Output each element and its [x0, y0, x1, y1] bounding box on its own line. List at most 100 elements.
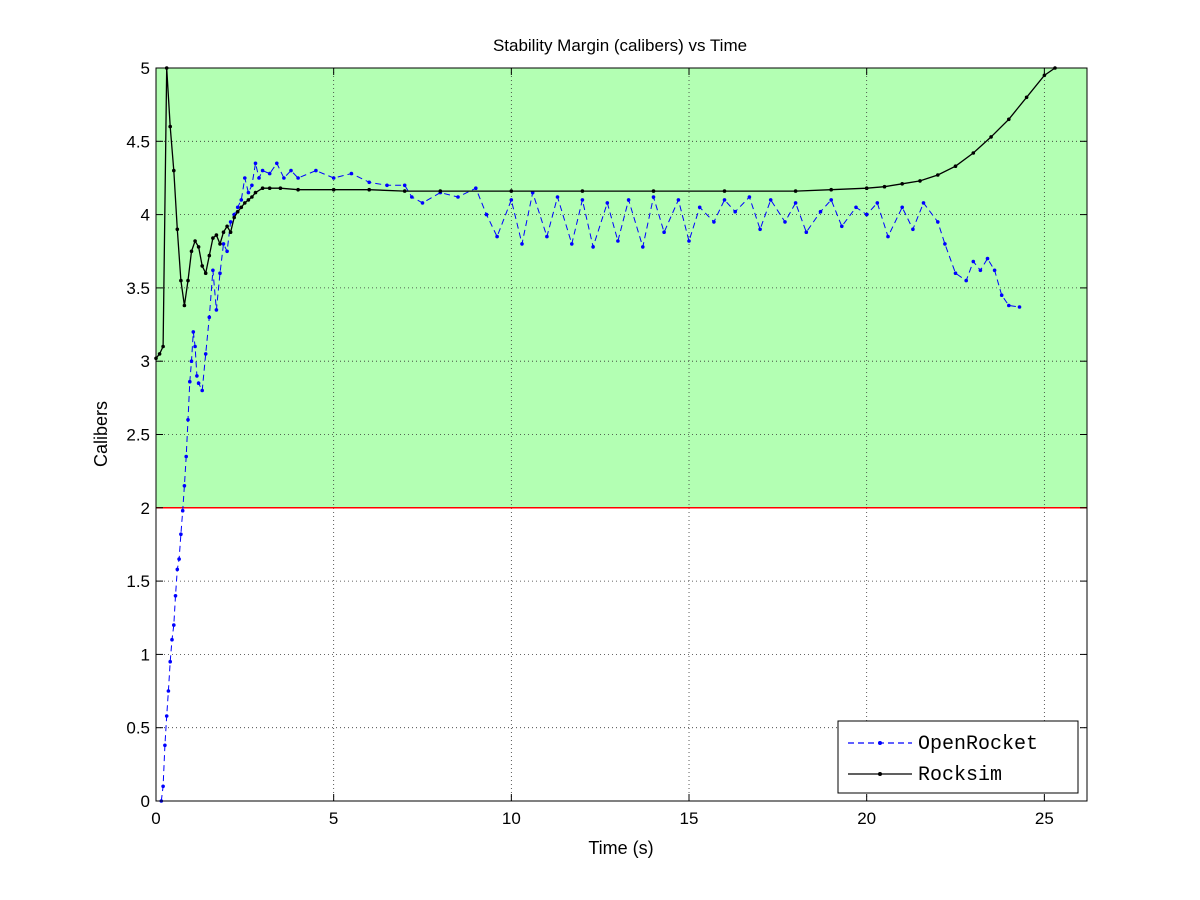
data-point [367, 180, 372, 185]
legend-box [837, 720, 1079, 794]
y-axis-label: Calibers [91, 401, 111, 467]
data-point [228, 220, 233, 224]
data-point [161, 344, 165, 349]
data-point [349, 171, 354, 176]
legend-marker [878, 741, 882, 745]
data-point [840, 224, 844, 229]
legend-entry-openrocket: OpenRocket [848, 733, 1038, 756]
data-point [193, 239, 197, 243]
y-tick-label: 0 [141, 792, 150, 811]
x-tick-label: 5 [329, 809, 338, 828]
data-point [172, 623, 176, 627]
data-point [712, 220, 716, 224]
data-point [203, 271, 208, 276]
data-point [864, 212, 869, 217]
data-point [616, 239, 620, 243]
data-point [296, 176, 300, 180]
data-point [733, 209, 737, 214]
data-point [214, 308, 219, 312]
data-point [921, 201, 926, 205]
data-point [239, 205, 244, 210]
data-point [662, 230, 666, 234]
data-point [402, 183, 407, 188]
data-point [484, 212, 489, 217]
data-point [793, 201, 798, 205]
data-point [243, 176, 247, 180]
data-point [978, 268, 983, 273]
data-point [402, 189, 407, 193]
legend-label: Rocksim [918, 764, 1002, 787]
legend-entry-rocksim: Rocksim [848, 764, 1002, 787]
data-point [246, 198, 251, 202]
y-tick-label: 2 [141, 499, 150, 518]
data-point [971, 151, 976, 155]
y-tick-label: 1.5 [126, 572, 150, 591]
data-point [580, 189, 585, 193]
data-point [758, 227, 762, 232]
data-point [191, 330, 196, 334]
data-point [228, 230, 233, 234]
data-point [793, 189, 798, 193]
data-point [992, 268, 997, 273]
data-point [804, 230, 809, 234]
data-point [768, 198, 773, 202]
data-point [260, 168, 265, 173]
series-rocksim [154, 66, 1057, 361]
data-point [177, 557, 181, 561]
y-tick-label: 2.5 [126, 426, 150, 445]
data-point [580, 198, 585, 202]
data-point [818, 209, 823, 214]
data-point [495, 234, 499, 239]
data-point [267, 171, 272, 176]
data-point [188, 379, 192, 384]
data-point [172, 168, 176, 173]
data-point [235, 205, 240, 210]
x-tick-label: 15 [680, 809, 699, 828]
data-point [438, 189, 443, 193]
x-tick-label: 10 [502, 809, 521, 828]
data-point [218, 242, 222, 246]
data-point [200, 264, 204, 268]
data-point [182, 484, 187, 488]
data-point [193, 344, 197, 349]
data-point [157, 352, 162, 356]
data-point [189, 249, 194, 254]
y-tick-label: 3.5 [126, 279, 150, 298]
x-tick-label: 20 [857, 809, 876, 828]
data-point [687, 239, 691, 243]
data-point [697, 205, 702, 210]
data-point [161, 784, 165, 789]
data-point [943, 242, 947, 246]
data-point [918, 179, 922, 183]
data-point [173, 594, 178, 598]
data-point [989, 135, 993, 139]
data-point [936, 220, 940, 224]
data-point [278, 186, 283, 190]
data-point [854, 205, 858, 210]
data-point [722, 189, 727, 193]
data-point [184, 454, 188, 459]
data-point [509, 189, 514, 193]
chart-title: Stability Margin (calibers) vs Time [493, 36, 747, 55]
data-point [250, 195, 254, 199]
data-point [314, 168, 318, 173]
data-point [175, 567, 180, 572]
data-point [175, 227, 180, 232]
data-point [180, 508, 185, 513]
data-point [260, 186, 265, 190]
data-point [207, 315, 212, 320]
y-tick-label: 5 [141, 59, 150, 78]
data-point [168, 659, 172, 664]
data-point [1017, 305, 1022, 309]
legend-marker [878, 772, 882, 776]
data-point [239, 198, 244, 202]
data-point [179, 278, 183, 283]
data-point [456, 195, 460, 199]
data-point [385, 183, 389, 188]
data-point [900, 182, 904, 186]
data-point [911, 227, 915, 232]
data-point [200, 388, 204, 393]
data-point [196, 381, 201, 386]
data-point [214, 233, 219, 237]
